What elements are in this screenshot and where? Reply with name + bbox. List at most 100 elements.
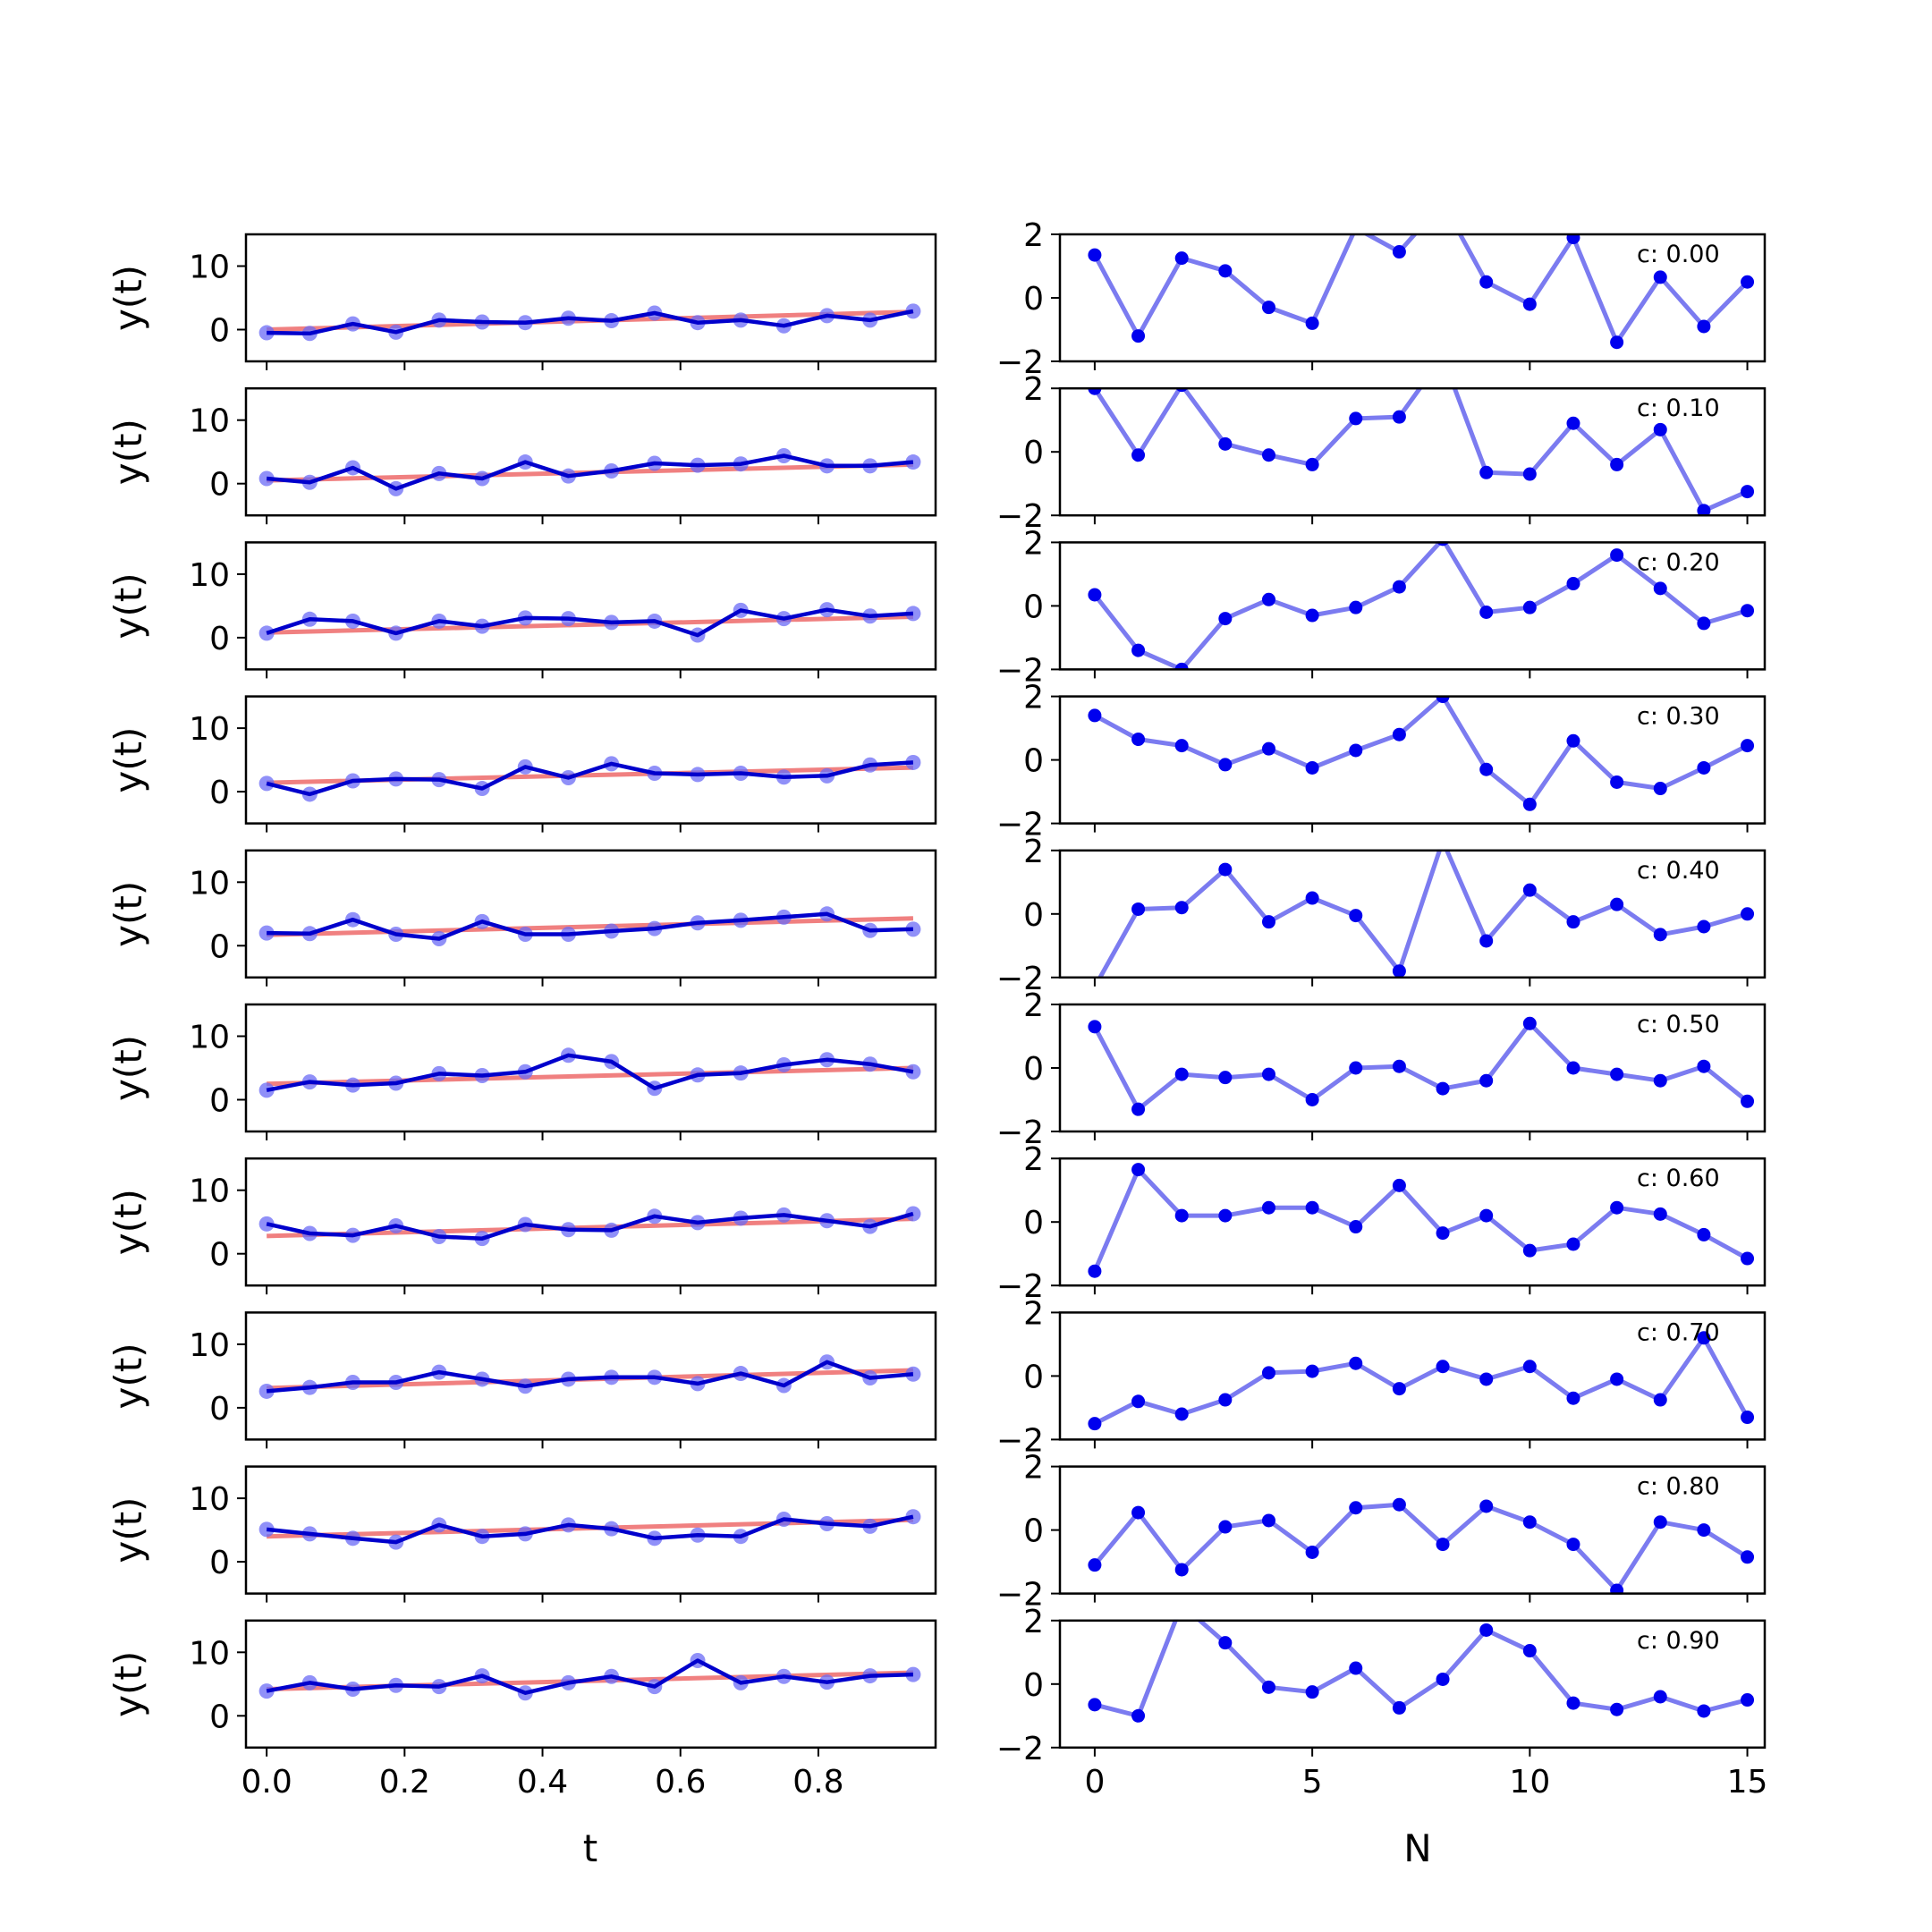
left-plot-area-6: [258, 1206, 921, 1247]
left-plot-area-0: [258, 303, 921, 342]
series-dot-7-1: [1131, 1394, 1146, 1409]
series-dot-2-1: [1131, 643, 1146, 657]
series-dot-9-7: [1392, 1700, 1406, 1715]
series-dot-2-9: [1479, 606, 1494, 619]
series-dot-0-7: [1392, 245, 1406, 259]
left-plot-area-2: [258, 602, 921, 643]
series-dot-1-14: [1697, 504, 1711, 517]
data-line-1: [266, 453, 914, 491]
left-ytick-label-6-1: 10: [189, 1174, 230, 1210]
left-plot-area-4: [258, 906, 921, 946]
series-dot-8-15: [1741, 1550, 1755, 1564]
series-line-0: [1092, 233, 1750, 345]
data-dot-1-15: [905, 454, 921, 470]
right-panel-7: 2 0 −2 c: 0.70: [996, 1295, 1767, 1459]
series-dot-8-13: [1653, 1515, 1667, 1530]
series-dot-4-1: [1131, 902, 1146, 916]
left-y-axis-label-8: y(t): [106, 1497, 150, 1563]
right-ytick-label-2-0: 2: [1023, 525, 1044, 562]
series-dot-9-9: [1479, 1623, 1494, 1637]
data-line-5: [266, 1053, 914, 1093]
left-plot-area-7: [258, 1354, 921, 1399]
left-ytick-label-1-0: 0: [209, 467, 230, 504]
series-dot-5-13: [1653, 1073, 1667, 1088]
series-dot-0-0: [1088, 248, 1102, 262]
series-dot-6-6: [1349, 1220, 1363, 1234]
series-dot-9-4: [1261, 1680, 1275, 1694]
right-x-axis-label: N: [1403, 1826, 1431, 1870]
series-dot-5-2: [1174, 1067, 1189, 1081]
data-line-4: [267, 911, 913, 941]
left-y-axis-label-5: y(t): [106, 1035, 150, 1101]
series-dot-3-10: [1522, 797, 1537, 811]
series-dot-0-10: [1522, 297, 1537, 311]
left-panel-3: 0 10 y(t): [106, 695, 937, 833]
data-line-2: [266, 607, 914, 638]
series-dot-7-11: [1566, 1391, 1580, 1405]
series-dot-6-5: [1305, 1200, 1319, 1215]
left-ytick-label-4-0: 0: [209, 928, 230, 965]
series-dot-9-6: [1349, 1661, 1363, 1675]
left-ytick-label-3-1: 10: [189, 711, 230, 748]
right-ytick-label-8-1: 0: [1023, 1513, 1044, 1550]
series-dot-7-5: [1305, 1364, 1319, 1378]
series-dot-3-5: [1305, 760, 1319, 775]
series-dot-8-12: [1610, 1583, 1624, 1595]
left-xtick-label-3: 0.6: [655, 1764, 706, 1801]
c-value-label-2: c: 0.20: [1637, 548, 1720, 576]
series-dot-5-3: [1218, 1071, 1233, 1085]
right-panel-2: 2 0 −2 c: 0.20: [996, 525, 1767, 689]
series-dot-0-14: [1697, 319, 1711, 334]
series-dot-1-2: [1175, 387, 1189, 393]
left-frame-7: [244, 1311, 937, 1441]
right-ytick-label-5-1: 0: [1023, 1051, 1044, 1088]
series-dot-6-9: [1479, 1208, 1494, 1223]
series-dot-7-6: [1349, 1356, 1363, 1370]
series-dot-1-10: [1522, 467, 1537, 481]
right-plot-area-3: [1088, 695, 1755, 811]
series-dot-4-6: [1349, 909, 1363, 923]
left-ytick-label-2-0: 0: [209, 621, 230, 657]
series-dot-2-5: [1305, 608, 1319, 623]
data-line-9: [266, 1658, 913, 1695]
left-plot-area-5: [258, 1047, 921, 1098]
series-dot-3-1: [1131, 733, 1146, 747]
series-dot-4-7: [1392, 964, 1406, 979]
series-dot-4-3: [1218, 862, 1233, 877]
series-dot-9-11: [1566, 1696, 1580, 1710]
series-dot-8-4: [1261, 1513, 1275, 1528]
series-dot-9-14: [1697, 1704, 1711, 1718]
left-frame-8: [244, 1465, 937, 1595]
right-ytick-label-4-2: −2: [996, 961, 1044, 997]
right-panel-9: 2 0 −2 0 5 10 15 c: 0.90: [996, 1604, 1768, 1801]
right-ytick-label-2-1: 0: [1023, 589, 1044, 625]
c-value-label-3: c: 0.30: [1637, 703, 1720, 731]
right-ytick-label-1-2: −2: [996, 498, 1044, 535]
left-y-axis-label-4: y(t): [106, 881, 150, 947]
data-dot-4-15: [905, 921, 921, 937]
series-dot-3-13: [1653, 782, 1667, 796]
right-ytick-label-8-0: 2: [1023, 1450, 1044, 1487]
right-panel-8: 2 0 −2 c: 0.80: [996, 1450, 1767, 1614]
series-dot-5-6: [1349, 1061, 1363, 1075]
right-ytick-label-6-0: 2: [1023, 1141, 1044, 1178]
series-dot-7-3: [1218, 1393, 1233, 1407]
series-line-3: [1093, 695, 1749, 807]
series-dot-5-11: [1566, 1061, 1580, 1075]
right-ytick-label-0-0: 2: [1023, 217, 1044, 254]
series-dot-4-5: [1305, 891, 1319, 905]
series-dot-7-4: [1261, 1366, 1275, 1380]
series-dot-5-4: [1261, 1067, 1275, 1081]
series-dot-9-13: [1653, 1690, 1667, 1704]
series-dot-1-15: [1741, 485, 1755, 499]
series-dot-0-1: [1131, 329, 1146, 343]
series-dot-5-7: [1392, 1059, 1406, 1073]
series-dot-8-2: [1174, 1563, 1189, 1577]
series-dot-6-7: [1392, 1178, 1406, 1192]
series-dot-3-7: [1392, 727, 1406, 741]
left-frame-3: [244, 695, 937, 825]
data-dot-9-15: [905, 1666, 921, 1682]
series-dot-7-15: [1741, 1411, 1755, 1425]
left-frame-0: [244, 233, 937, 363]
